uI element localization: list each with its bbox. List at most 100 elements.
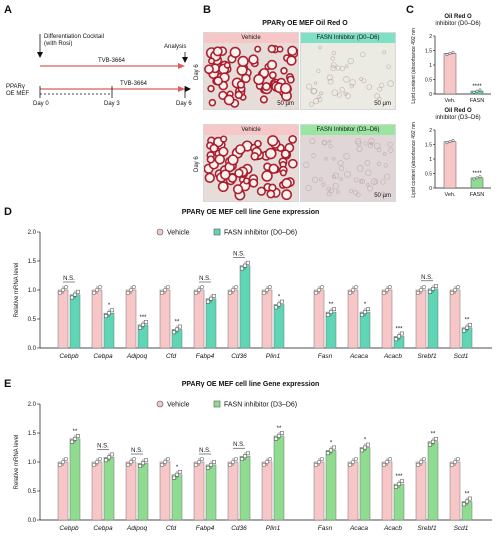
data-point-treat — [104, 458, 108, 463]
bar-vehicle-Scd1 — [449, 289, 461, 349]
significance-label: **** — [472, 171, 482, 177]
data-point-vehicle — [193, 290, 199, 295]
panel-b-letter: B — [203, 4, 211, 16]
lipid-droplet — [365, 169, 372, 176]
lipid-droplet — [373, 179, 379, 185]
data-point-vehicle — [267, 457, 273, 462]
data-point-vehicle — [57, 462, 63, 467]
c-bottom-subtitle: inhibitor (D3–D6) — [435, 115, 481, 121]
lipid-droplet — [287, 45, 298, 57]
lipid-droplet — [353, 190, 359, 196]
data-point-vehicle — [94, 287, 100, 293]
data-point-vehicle — [350, 459, 356, 465]
lipid-droplet — [360, 51, 366, 58]
data-point-vehicle — [319, 285, 325, 290]
lipid-droplet — [319, 177, 323, 182]
x-tick-label: Srebf1 — [417, 353, 437, 360]
significance-label: **** — [472, 84, 482, 90]
x-tick-label: Fasn — [318, 525, 333, 532]
data-point-vehicle — [199, 285, 205, 290]
data-point-treat — [431, 286, 435, 291]
bar-vehicle-Fabp4 — [193, 289, 205, 349]
x-tick-label: Fabp4 — [196, 353, 215, 360]
cocktail-line2: (with Rosi) — [44, 41, 73, 47]
treatment1-label: TVB-3664 — [98, 58, 126, 64]
data-point-treat — [209, 296, 213, 301]
legend-treat-marker — [213, 400, 221, 408]
lipid-droplet — [261, 82, 271, 92]
micro-bottom-vehicle: Vehicle — [203, 124, 299, 202]
lipid-droplet — [332, 172, 339, 179]
data-point-treat — [212, 460, 216, 464]
scale-bar-2: 50 µm — [374, 101, 391, 107]
lipid-droplet — [343, 153, 350, 160]
data-point-vehicle — [347, 290, 353, 295]
lipid-droplet — [232, 184, 244, 195]
lipid-droplet — [305, 185, 312, 192]
scale-bar-3: 50 µm — [374, 193, 391, 199]
data-point-treat — [431, 439, 435, 444]
micro-top-inhibitor: FASN Inhibitor (D0–D6) 50 µm — [300, 32, 396, 110]
lipid-droplet — [286, 55, 297, 66]
data-point-treat — [274, 305, 278, 310]
data-point-treat — [107, 455, 111, 460]
lipid-droplet — [309, 138, 316, 145]
data-point-treat — [76, 434, 80, 438]
data-point-treat — [144, 458, 148, 463]
data-point-treat — [326, 451, 330, 456]
lipid-droplet — [206, 155, 215, 164]
significance-label: *** — [395, 326, 403, 332]
lipid-droplet — [236, 64, 248, 76]
lipid-droplet — [229, 46, 241, 59]
micro-top-inhibitor-label: FASN Inhibitor (D0–D6) — [301, 33, 395, 43]
lipid-droplet — [332, 182, 339, 190]
data-point-treat — [76, 289, 80, 294]
lipid-droplet — [328, 139, 332, 143]
data-point-vehicle — [319, 457, 325, 462]
significance-label: N.S. — [97, 443, 109, 449]
data-point-treat — [394, 485, 398, 489]
data-point-vehicle — [316, 459, 322, 465]
data-point-vehicle — [233, 285, 239, 290]
significance-label: ** — [73, 429, 78, 435]
data-point-treat — [280, 431, 284, 435]
lipid-droplet — [339, 165, 345, 171]
data-point-vehicle — [316, 287, 322, 293]
lipid-droplet — [227, 154, 239, 166]
bar-treat-Acaca — [359, 447, 371, 521]
lipid-droplet — [236, 80, 246, 89]
data-point-vehicle — [415, 290, 421, 295]
legend-vehicle-marker — [156, 228, 164, 236]
bar-vehicle-Srebf1 — [415, 289, 427, 349]
data-point-treat — [277, 302, 281, 307]
legend-treat-label: FASN inhibitor (D3–D6) — [224, 402, 297, 409]
data-point-vehicle — [196, 459, 202, 465]
data-point-treat — [400, 331, 404, 336]
significance-label: ** — [277, 426, 282, 432]
lipid-droplet — [280, 82, 292, 95]
y-axis-label: Lipid content (absorbance 492 nm) — [411, 122, 417, 198]
data-point-vehicle — [452, 459, 458, 465]
data-point-treat — [434, 436, 438, 441]
data-point-vehicle — [455, 457, 461, 462]
lipid-droplet — [313, 81, 318, 85]
significance-label: *** — [395, 474, 403, 480]
data-point-vehicle — [97, 457, 103, 462]
lipid-droplet — [354, 138, 362, 145]
data-point-vehicle — [131, 285, 137, 290]
data-point-treat — [329, 310, 333, 314]
cell-label-line2: OE MEF — [6, 91, 30, 97]
x-tick-label: Veh. — [444, 98, 455, 104]
lipid-droplet — [363, 141, 368, 146]
data-point — [472, 177, 476, 181]
data-point-vehicle — [162, 459, 168, 465]
lipid-droplet — [345, 64, 349, 68]
lipid-droplet — [259, 95, 268, 104]
analysis-label: Analysis — [164, 44, 187, 50]
lipid-droplet — [386, 64, 391, 69]
lipid-droplet — [266, 59, 278, 71]
data-point-treat — [73, 292, 77, 297]
lipid-droplet — [376, 147, 382, 153]
bar-vehicle-Adipoq — [125, 289, 137, 349]
day3-label: Day 3 — [104, 101, 120, 107]
